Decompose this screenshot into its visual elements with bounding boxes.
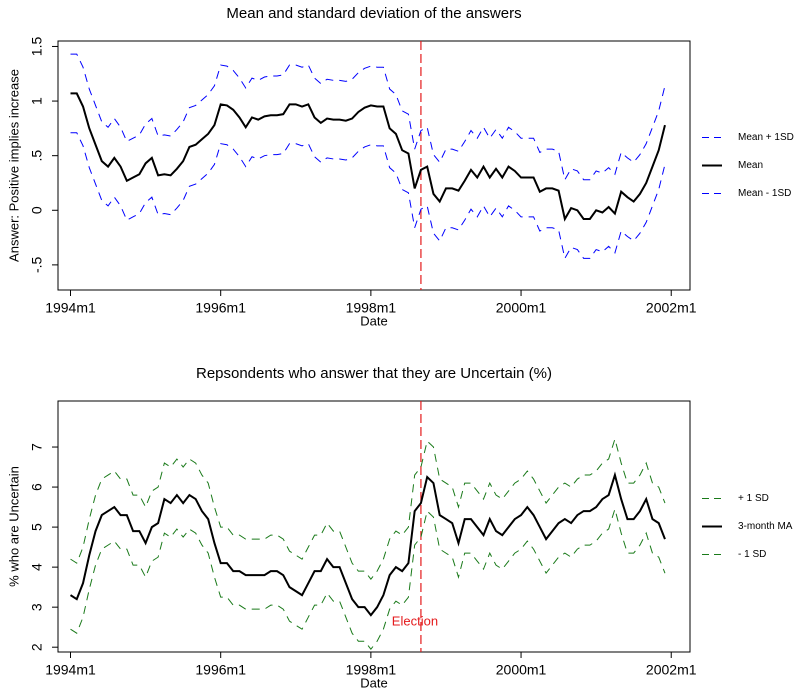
legend-label: 3-month MA (738, 521, 793, 532)
legend-label: - 1 SD (738, 549, 766, 560)
x-tick-label: 1996m1 (195, 662, 246, 678)
x-tick-label: 2000m1 (496, 662, 547, 678)
y-tick-label: 4 (29, 563, 45, 571)
series-line (70, 92, 666, 222)
x-tick-label: 1994m1 (45, 662, 96, 678)
chart-title: Repsondents who answer that they are Unc… (196, 365, 552, 382)
plot-frame (57, 400, 691, 653)
y-tick-label: 2 (29, 643, 45, 651)
subplot: Repsondents who answer that they are Unc… (6, 365, 792, 690)
series-line (70, 507, 666, 651)
legend-label: Mean (738, 160, 763, 171)
chart-title: Mean and standard deviation of the answe… (226, 5, 521, 22)
y-tick-label: 7 (29, 443, 45, 451)
y-tick-label: -.5 (29, 257, 45, 274)
y-tick-label: 3 (29, 603, 45, 611)
legend-label: + 1 SD (738, 493, 769, 504)
legend-label: Mean + 1SD (738, 132, 794, 143)
y-tick-label: 1.5 (29, 37, 45, 57)
x-axis-label: Date (360, 675, 387, 690)
y-axis-label: Answer: Positive implies increase (6, 69, 21, 262)
x-tick-label: 1996m1 (195, 300, 246, 316)
y-tick-label: 0 (29, 206, 45, 214)
series-line (70, 53, 666, 182)
x-tick-label: 2002m1 (646, 300, 697, 316)
series-line (70, 437, 666, 580)
x-tick-label: 1998m1 (346, 662, 397, 678)
x-tick-label: 2002m1 (646, 662, 697, 678)
y-tick-label: 1 (29, 97, 45, 105)
series-line (70, 132, 666, 260)
subplot: Mean and standard deviation of the answe… (6, 5, 793, 328)
series-line (69, 471, 666, 617)
legend-label: Mean - 1SD (738, 188, 791, 199)
y-tick-label: .5 (29, 150, 45, 162)
annotation: Election (392, 613, 438, 628)
plot-frame (57, 40, 691, 291)
y-tick-label: 5 (29, 523, 45, 531)
y-tick-label: 6 (29, 483, 45, 491)
x-tick-label: 1998m1 (346, 300, 397, 316)
y-axis-label: % who are Uncertain (6, 466, 21, 587)
x-tick-label: 1994m1 (45, 300, 96, 316)
x-axis-label: Date (360, 313, 387, 328)
x-tick-label: 2000m1 (496, 300, 547, 316)
